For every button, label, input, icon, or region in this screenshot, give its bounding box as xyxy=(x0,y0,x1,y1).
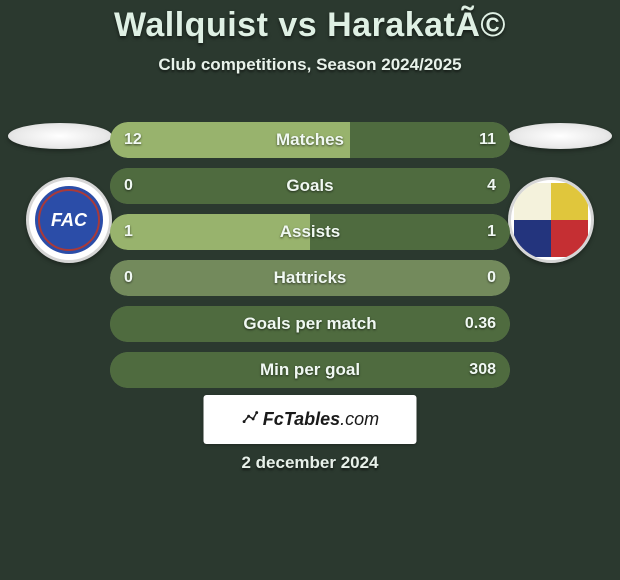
stat-label: Goals xyxy=(110,168,510,204)
page-subtitle: Club competitions, Season 2024/2025 xyxy=(0,55,620,75)
brand-badge: FcTables.com xyxy=(204,395,417,444)
stat-value-right: 4 xyxy=(487,168,496,204)
avatar-right xyxy=(508,123,612,149)
brand-main: Tables xyxy=(284,409,340,429)
skn-badge-icon xyxy=(514,183,588,257)
skn-q3 xyxy=(514,220,551,257)
skn-q2 xyxy=(551,183,588,220)
skn-q1 xyxy=(514,183,551,220)
brand-pre: Fc xyxy=(263,409,284,429)
stat-value-right: 1 xyxy=(487,214,496,250)
stat-row: 0Goals4 xyxy=(110,168,510,204)
fac-badge-text: FAC xyxy=(51,210,87,231)
comparison-bars: 12Matches110Goals41Assists10Hattricks0Go… xyxy=(110,122,510,398)
stat-value-right: 0 xyxy=(487,260,496,296)
stat-label: Min per goal xyxy=(110,352,510,388)
chart-icon xyxy=(241,409,259,427)
brand-text: FcTables.com xyxy=(241,409,379,430)
fac-badge-icon: FAC xyxy=(35,186,103,254)
stat-row: 0Hattricks0 xyxy=(110,260,510,296)
club-logo-right xyxy=(508,177,594,263)
stat-label: Goals per match xyxy=(110,306,510,342)
stat-label: Matches xyxy=(110,122,510,158)
stat-label: Hattricks xyxy=(110,260,510,296)
club-logo-left: FAC xyxy=(26,177,112,263)
stat-value-right: 308 xyxy=(469,352,496,388)
page-title: Wallquist vs HarakatÃ© xyxy=(0,0,620,45)
date-text: 2 december 2024 xyxy=(0,453,620,473)
skn-q4 xyxy=(551,220,588,257)
stat-row: Min per goal308 xyxy=(110,352,510,388)
avatar-left xyxy=(8,123,112,149)
stat-row: 1Assists1 xyxy=(110,214,510,250)
stat-value-right: 11 xyxy=(479,122,496,158)
brand-suffix: .com xyxy=(340,409,379,429)
stat-row: Goals per match0.36 xyxy=(110,306,510,342)
stat-row: 12Matches11 xyxy=(110,122,510,158)
stat-value-right: 0.36 xyxy=(465,306,496,342)
stat-label: Assists xyxy=(110,214,510,250)
